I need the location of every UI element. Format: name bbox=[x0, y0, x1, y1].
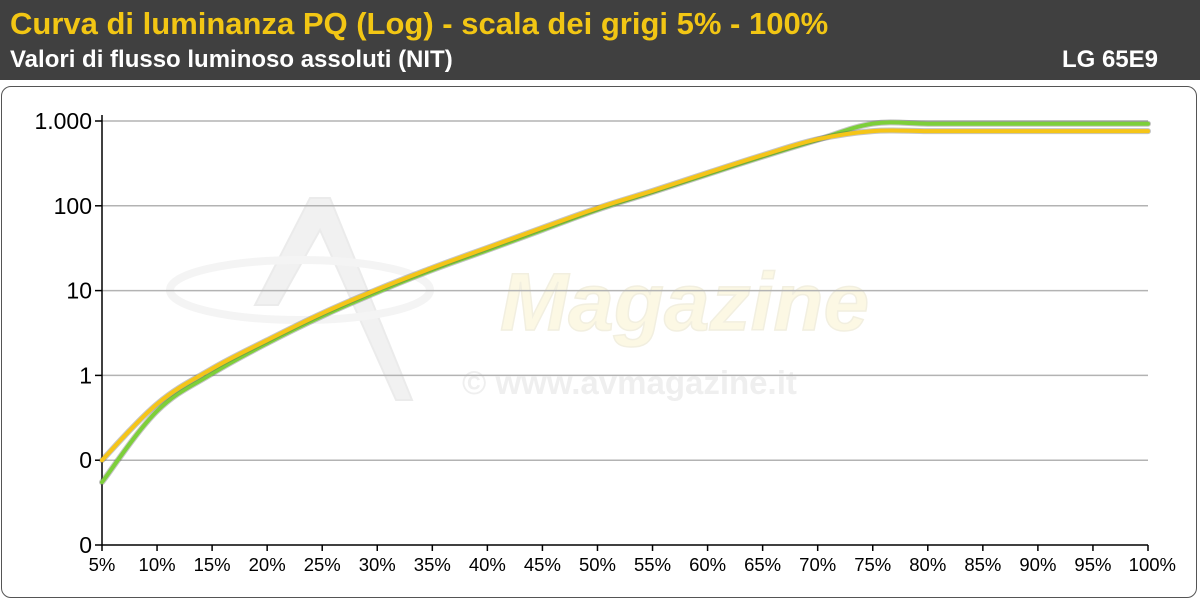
x-tick-label: 80% bbox=[909, 554, 946, 575]
watermark-logo-mark bbox=[253, 197, 414, 401]
x-tick-label: 35% bbox=[414, 554, 451, 575]
x-tick-label: 55% bbox=[634, 554, 671, 575]
y-tick-label: 10 bbox=[66, 278, 92, 304]
chart-subtitle: Valori di flusso luminoso assoluti (NIT) bbox=[10, 46, 453, 73]
x-tick-label: 100% bbox=[1129, 554, 1176, 575]
y-tick-label: 1 bbox=[79, 362, 92, 388]
x-tick-label: 50% bbox=[579, 554, 616, 575]
x-tick-labels: 5% 10% 15% 20% 25% 30% 35% 40% 45% 50% 55% 60% 65% 70… bbox=[89, 554, 1176, 575]
x-tick-label: 70% bbox=[799, 554, 836, 575]
chart-header: Curva di luminanza PQ (Log) - scala dei … bbox=[0, 0, 1200, 80]
x-tick-label: 45% bbox=[524, 554, 561, 575]
series-line-reference bbox=[100, 128, 1150, 463]
x-tick-label: 25% bbox=[304, 554, 341, 575]
tv-model-label: LG 65E9 bbox=[1061, 46, 1158, 73]
x-tick-label: 65% bbox=[744, 554, 781, 575]
chart-title: Curva di luminanza PQ (Log) - scala dei … bbox=[10, 6, 829, 41]
chart-frame bbox=[1, 86, 1197, 598]
x-tick-label: 15% bbox=[194, 554, 231, 575]
x-tick-label: 60% bbox=[689, 554, 726, 575]
x-tick-label: 40% bbox=[469, 554, 506, 575]
series-lines bbox=[99, 119, 1151, 486]
x-tick-label: 10% bbox=[139, 554, 176, 575]
x-tick-label: 85% bbox=[964, 554, 1001, 575]
x-tick-label: 5% bbox=[89, 554, 116, 575]
x-tick-label: 95% bbox=[1074, 554, 1111, 575]
y-tick-labels: 0 0 1 10 100 1.000 bbox=[34, 108, 92, 558]
y-tick-label: 0 bbox=[79, 447, 92, 473]
x-tick-label: 75% bbox=[854, 554, 891, 575]
x-tick-label: 90% bbox=[1019, 554, 1056, 575]
watermark-url: © www.avmagazine.it bbox=[462, 364, 797, 401]
axes bbox=[95, 115, 1149, 551]
y-tick-label: 1.000 bbox=[34, 108, 92, 134]
x-tick-label: 30% bbox=[359, 554, 396, 575]
y-tick-label: 100 bbox=[54, 193, 92, 219]
y-tick-label: 0 bbox=[79, 532, 92, 558]
grid-lines bbox=[102, 120, 1148, 461]
watermark: Magazine © www.avmagazine.it bbox=[166, 197, 870, 401]
watermark-brand: Magazine bbox=[500, 257, 869, 348]
x-tick-label: 20% bbox=[249, 554, 286, 575]
